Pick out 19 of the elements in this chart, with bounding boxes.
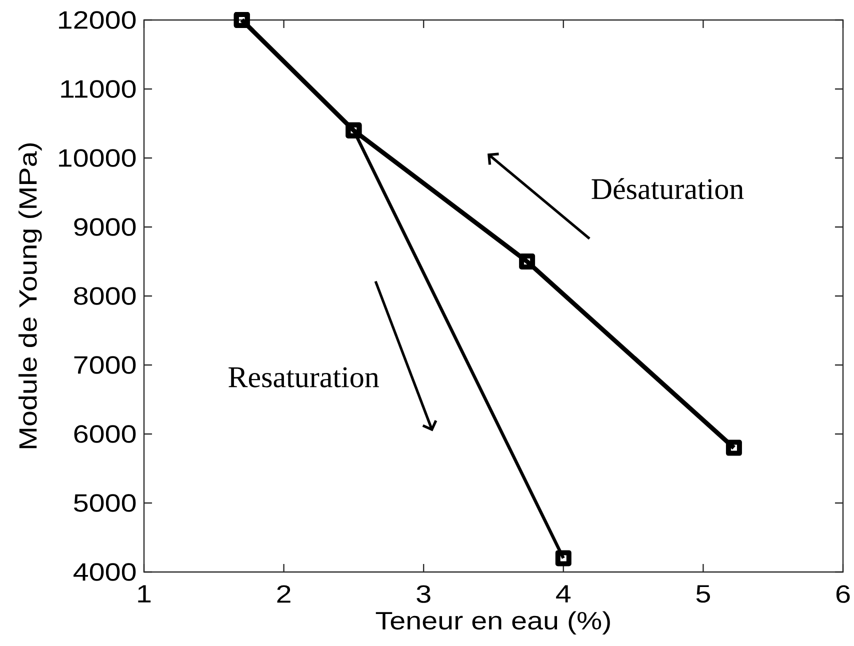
- x-tick-label: 1: [138, 585, 151, 602]
- y-tick-label: 8000: [74, 287, 136, 305]
- x-axis-title: Teneur en eau (%): [376, 611, 610, 634]
- y-tick-label: 4000: [74, 563, 136, 581]
- x-tick-label: 4: [556, 585, 571, 602]
- text: Resaturation: [228, 367, 379, 388]
- y-tick-label: 6000: [74, 425, 136, 443]
- x-tick-label: 5: [696, 585, 710, 603]
- y-tick-label: 7000: [74, 356, 136, 374]
- x-tick-label: 2: [277, 585, 290, 603]
- text: Désaturation: [592, 178, 744, 200]
- x-tick-label: 6: [836, 585, 850, 603]
- y-tick-label: 12000: [59, 11, 136, 29]
- x-tick-label: 3: [416, 585, 430, 603]
- y-tick-label: 11000: [61, 80, 136, 98]
- y-tick-label: 5000: [74, 494, 136, 512]
- y-axis-title: Module de Young (MPa): [18, 143, 42, 448]
- y-tick-label: 9000: [74, 218, 136, 236]
- y-tick-label: 10000: [59, 149, 136, 167]
